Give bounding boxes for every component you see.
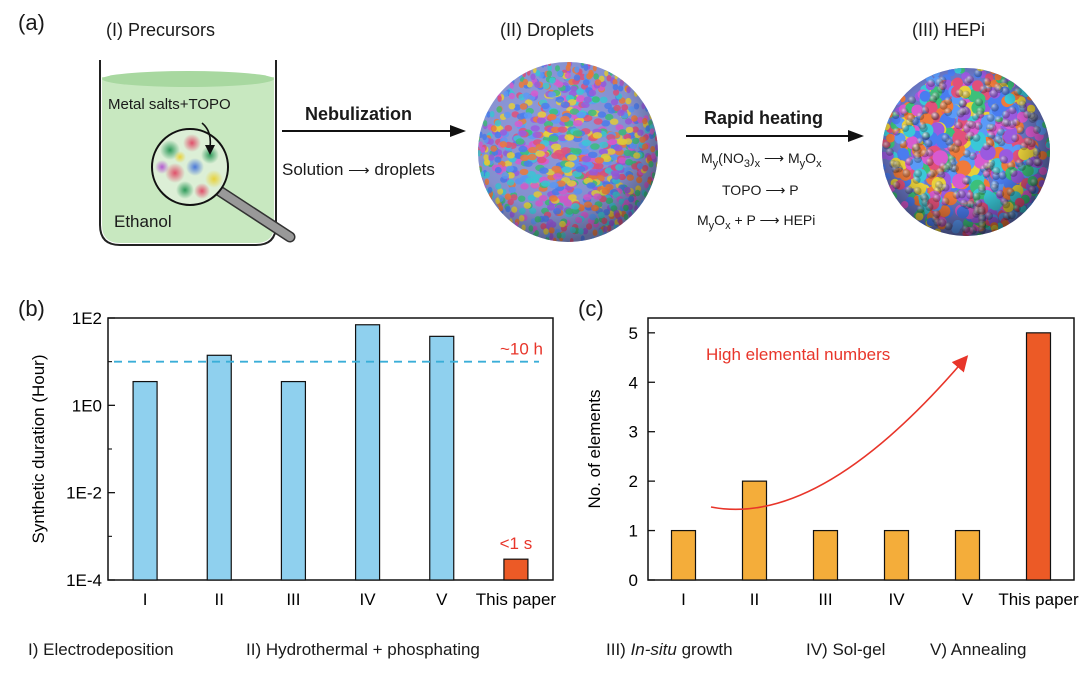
x-tick-label: This paper: [476, 590, 557, 609]
beaker-illustration: [99, 60, 296, 246]
y-tick-label: 1E-4: [66, 571, 102, 590]
bar-c-5: [954, 529, 981, 581]
bar-c-6: [1025, 332, 1052, 581]
x-tick-label: V: [436, 590, 448, 609]
y-tick-label: 5: [629, 324, 638, 343]
reaction-eq-3: MyOx + P ⟶ HEPi: [697, 212, 816, 232]
x-tick-label: III: [286, 590, 300, 609]
y-tick-label: 3: [629, 423, 638, 442]
eq-arrow-icon: ⟶: [759, 212, 780, 228]
reaction-eq-1: My(NO3)x ⟶ MyOx: [701, 150, 822, 170]
step1-title: (I) Precursors: [106, 20, 216, 40]
legend-iii: III) In-situ growth: [606, 640, 733, 659]
reaction-eq-2: TOPO ⟶ P: [722, 182, 799, 198]
bar-b-6: [503, 558, 529, 581]
chart-c-ylabel: No. of elements: [585, 389, 604, 508]
bar-b-3: [280, 380, 307, 581]
legend-ii: II) Hydrothermal + phosphating: [246, 640, 480, 659]
bar-b-2: [206, 354, 232, 581]
droplet-dot: [478, 133, 480, 140]
bar-c-4: [883, 529, 910, 581]
panel-b-letter: (b): [18, 296, 45, 321]
step2-title: (II) Droplets: [500, 20, 595, 40]
less-than-1s-label: <1 s: [500, 534, 533, 553]
solution-to-droplets: Solution ⟶ droplets: [282, 160, 435, 180]
panel-c-letter: (c): [578, 296, 604, 321]
y-tick-label: 1E2: [72, 309, 102, 328]
x-tick-label: II: [215, 590, 224, 609]
panel-a-letter: (a): [18, 10, 45, 35]
rapid-heating-label: Rapid heating: [704, 108, 824, 128]
ten-hour-label: ~10 h: [500, 340, 543, 359]
x-tick-label: I: [143, 590, 148, 609]
high-elemental-annotation: High elemental numbers: [706, 345, 890, 364]
x-tick-label: II: [750, 590, 759, 609]
chart-b-frame: [107, 317, 554, 581]
y-tick-label: 1E-2: [66, 484, 102, 503]
trend-arrow: [710, 355, 969, 511]
step3-title: (III) HEPi: [912, 20, 986, 40]
rapid-heating-arrow: [686, 130, 864, 142]
y-tick-label: 4: [629, 373, 638, 392]
bar-b-4: [354, 324, 381, 581]
x-tick-label: IV: [360, 590, 377, 609]
bar-c-3: [812, 529, 839, 581]
legend-v: V) Annealing: [930, 640, 1027, 659]
y-tick-label: 0: [629, 571, 638, 590]
solution-label: Solution: [282, 160, 344, 179]
ethanol-label: Ethanol: [114, 212, 172, 231]
x-tick-label: This paper: [998, 590, 1079, 609]
y-tick-label: 2: [629, 472, 638, 491]
nebulization-label: Nebulization: [305, 104, 412, 124]
eq-arrow-icon: ⟶: [765, 182, 786, 198]
eq-arrow-icon: ⟶: [764, 150, 785, 166]
droplet-dot: [478, 143, 479, 150]
small-arrow-icon: ⟶: [348, 162, 370, 179]
nebulization-arrow: [282, 125, 466, 137]
x-tick-label: I: [681, 590, 686, 609]
bar-b-1: [132, 380, 158, 581]
droplets-label: droplets: [374, 160, 435, 179]
bar-b-5: [429, 335, 455, 581]
legend-i: I) Electrodeposition: [28, 640, 174, 659]
y-tick-label: 1: [629, 522, 638, 541]
x-tick-label: V: [962, 590, 974, 609]
droplets-sphere: [478, 62, 658, 242]
metal-salts-label: Metal salts+TOPO: [108, 96, 231, 113]
hepi-sphere: [882, 68, 1050, 236]
x-tick-label: III: [818, 590, 832, 609]
chart-c-frame: [647, 317, 1075, 581]
legend-iv: IV) Sol-gel: [806, 640, 886, 659]
bar-c-1: [670, 529, 697, 581]
y-tick-label: 1E0: [72, 396, 102, 415]
chart-b-ylabel: Synthetic duration (Hour): [29, 355, 48, 544]
bar-c-2: [741, 480, 768, 581]
x-tick-label: IV: [888, 590, 905, 609]
droplet-dot: [478, 143, 479, 151]
